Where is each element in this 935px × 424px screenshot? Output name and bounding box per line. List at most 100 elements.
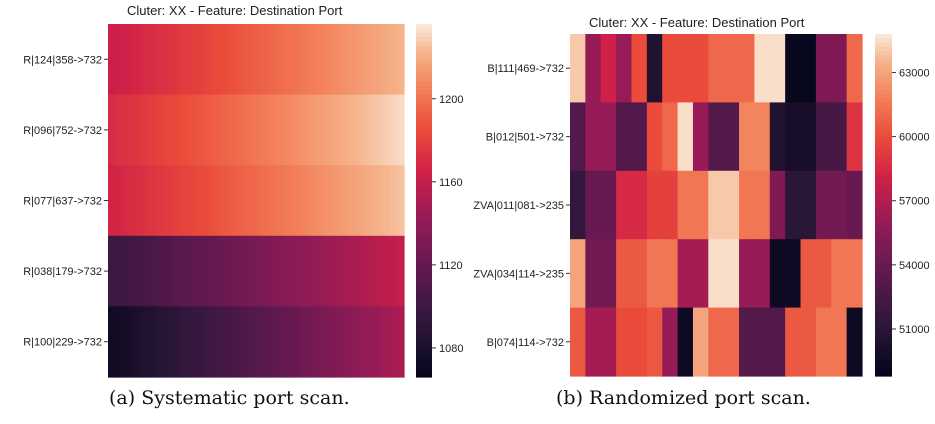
row-label: R|096|752->732 [23, 125, 102, 137]
caption-a: (a) Systematic port scan. [109, 387, 350, 409]
colorbar-segment [875, 341, 892, 347]
colorbar-segment [416, 337, 432, 343]
colorbar-segment [875, 363, 892, 369]
heatmap-cell [646, 239, 663, 309]
heatmap-cell [374, 165, 380, 237]
colorbar-segment [875, 358, 892, 364]
heatmap-cell [186, 94, 193, 166]
colorbar-segment [875, 367, 892, 373]
colorbar-segment [416, 319, 432, 325]
heatmap-cell [305, 306, 311, 378]
heatmap-cell [339, 306, 346, 378]
colorbar-tick-label: 54000 [899, 260, 930, 272]
heatmap-cell [692, 34, 709, 103]
heatmap-cell [122, 306, 129, 378]
heatmap-cell [359, 165, 366, 237]
heatmap-cell [330, 306, 336, 378]
heatmap-cell [186, 24, 193, 96]
heatmap-cell [206, 235, 213, 307]
heatmap-cell [206, 94, 213, 166]
heatmap-cell [108, 94, 114, 166]
heatmap-cell [300, 24, 306, 96]
colorbar-segment [416, 160, 432, 166]
heatmap-cell [310, 235, 316, 307]
heatmap-cell [769, 307, 786, 377]
heatmap-cell [769, 34, 786, 103]
colorbar-segment [875, 252, 892, 257]
heatmap-cell [394, 94, 400, 166]
colorbar-segment [875, 273, 892, 279]
heatmap-cell [708, 239, 725, 309]
heatmap-cell [191, 306, 198, 378]
colorbar-segment [416, 209, 432, 215]
heatmap-cell [167, 24, 173, 96]
colorbar-segment [416, 37, 432, 43]
heatmap-cell [137, 94, 144, 166]
colorbar-segment [875, 303, 892, 309]
heatmap-cell [662, 102, 679, 172]
heatmap-cell [191, 94, 198, 166]
heatmap-cell [132, 24, 139, 96]
heatmap-cell [260, 165, 267, 237]
colorbar-segment [875, 196, 892, 202]
colorbar-segment [416, 240, 432, 246]
heatmap-cell [152, 94, 158, 166]
heatmap-cell [305, 165, 311, 237]
heatmap-cell [785, 239, 802, 309]
heatmap-cell [112, 165, 119, 237]
heatmap-cell [236, 235, 242, 307]
heatmap-cell [616, 307, 633, 377]
colorbar-segment [875, 149, 892, 155]
heatmap-cell [646, 34, 663, 103]
colorbar-segment [416, 288, 432, 294]
heatmap-cell [256, 165, 262, 237]
colorbar-segment [875, 72, 892, 78]
heatmap-cell [846, 34, 863, 103]
heatmap-cell [310, 24, 316, 96]
heatmap-cell [831, 307, 848, 377]
heatmap-cell [369, 94, 375, 166]
heatmap-cell [846, 307, 863, 377]
heatmap-cell [800, 239, 817, 309]
colorbar-segment [875, 42, 892, 48]
heatmap-cell [662, 170, 679, 240]
heatmap-cell [172, 306, 178, 378]
heatmap-cell [290, 24, 297, 96]
heatmap-cell [256, 306, 262, 378]
row-label: R|100|229->732 [23, 337, 102, 349]
heatmap-cell [285, 24, 292, 96]
heatmap-cell [226, 24, 232, 96]
colorbar-segment [875, 294, 892, 300]
heatmap-cell [570, 307, 586, 377]
heatmap-cell [399, 165, 405, 237]
heatmap-cell [167, 94, 173, 166]
heatmap-cell [310, 306, 316, 378]
heatmap-cell [182, 235, 188, 307]
heatmap-cell [280, 235, 287, 307]
colorbar-segment [875, 68, 892, 74]
heatmap-cell [256, 24, 262, 96]
heatmap-cell [167, 165, 173, 237]
heatmap-cell [127, 165, 134, 237]
heatmap-cell [127, 24, 134, 96]
heatmap-cell [389, 165, 395, 237]
heatmap-cell [246, 94, 252, 166]
heatmap-cell [112, 24, 119, 96]
heatmap-cell [692, 102, 709, 172]
heatmap-cell [723, 307, 740, 377]
heatmap-cell [349, 94, 356, 166]
heatmap-cell [359, 94, 366, 166]
heatmap-cell [325, 235, 331, 307]
colorbar-segment [875, 102, 892, 108]
colorbar-segment [875, 277, 892, 283]
colorbar-segment [875, 324, 892, 330]
heatmap-cell [177, 165, 183, 237]
heatmap-cell [201, 24, 208, 96]
heatmap-cell [300, 94, 306, 166]
colorbar-segment [416, 32, 432, 38]
colorbar-segment [416, 59, 432, 65]
heatmap-cell [708, 170, 725, 240]
colorbar-segment [875, 59, 892, 65]
heatmap-cell [315, 165, 321, 237]
colorbar-segment [416, 68, 432, 74]
